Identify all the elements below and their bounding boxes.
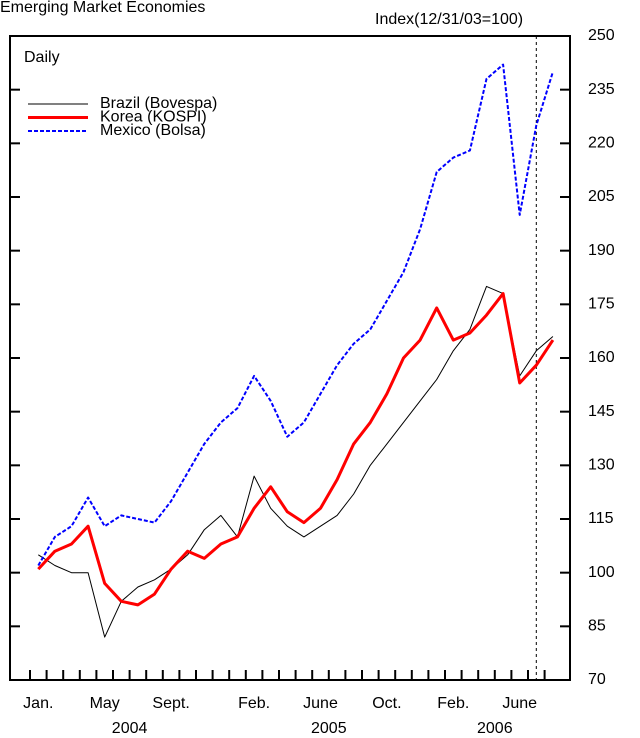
- subtitle: Daily: [24, 49, 60, 66]
- legend-label: Brazil (Bovespa): [100, 95, 217, 112]
- y-tick-label: 145: [588, 403, 615, 420]
- x-tick-label: Sept.: [152, 695, 189, 712]
- year-label: 2005: [311, 720, 347, 737]
- y-tick-label: 85: [588, 618, 606, 635]
- y-tick-label: 235: [588, 81, 615, 98]
- y-tick-label: 250: [588, 27, 615, 44]
- series-line: [37, 292, 555, 607]
- plot-frame: [9, 35, 571, 681]
- year-label: 2006: [477, 720, 513, 737]
- y-tick-label: 160: [588, 349, 615, 366]
- series-line: [37, 63, 554, 567]
- x-tick-label: Jan.: [23, 695, 53, 712]
- year-label: 2004: [112, 720, 148, 737]
- y-tick-label: 220: [588, 135, 615, 152]
- x-tick-label: May: [90, 695, 120, 712]
- y-axis-label: Index(12/31/03=100): [375, 11, 523, 28]
- y-tick-label: 115: [588, 510, 614, 527]
- y-tick-label: 70: [588, 671, 606, 688]
- x-tick-label: Oct.: [372, 695, 401, 712]
- legend-label: Mexico (Bolsa): [100, 122, 206, 139]
- y-tick-label: 100: [588, 564, 615, 581]
- y-tick-label: 205: [588, 188, 615, 205]
- chart-title: Emerging Market Economies: [0, 0, 205, 16]
- series-line: [38, 285, 554, 638]
- x-tick-label: June: [502, 695, 537, 712]
- legend-label: Korea (KOSPI): [100, 109, 207, 126]
- y-tick-label: 130: [588, 457, 615, 474]
- x-tick-label: June: [303, 695, 338, 712]
- y-tick-label: 175: [588, 296, 615, 313]
- x-tick-label: Feb.: [437, 695, 469, 712]
- y-tick-label: 190: [588, 242, 615, 259]
- x-tick-label: Feb.: [238, 695, 270, 712]
